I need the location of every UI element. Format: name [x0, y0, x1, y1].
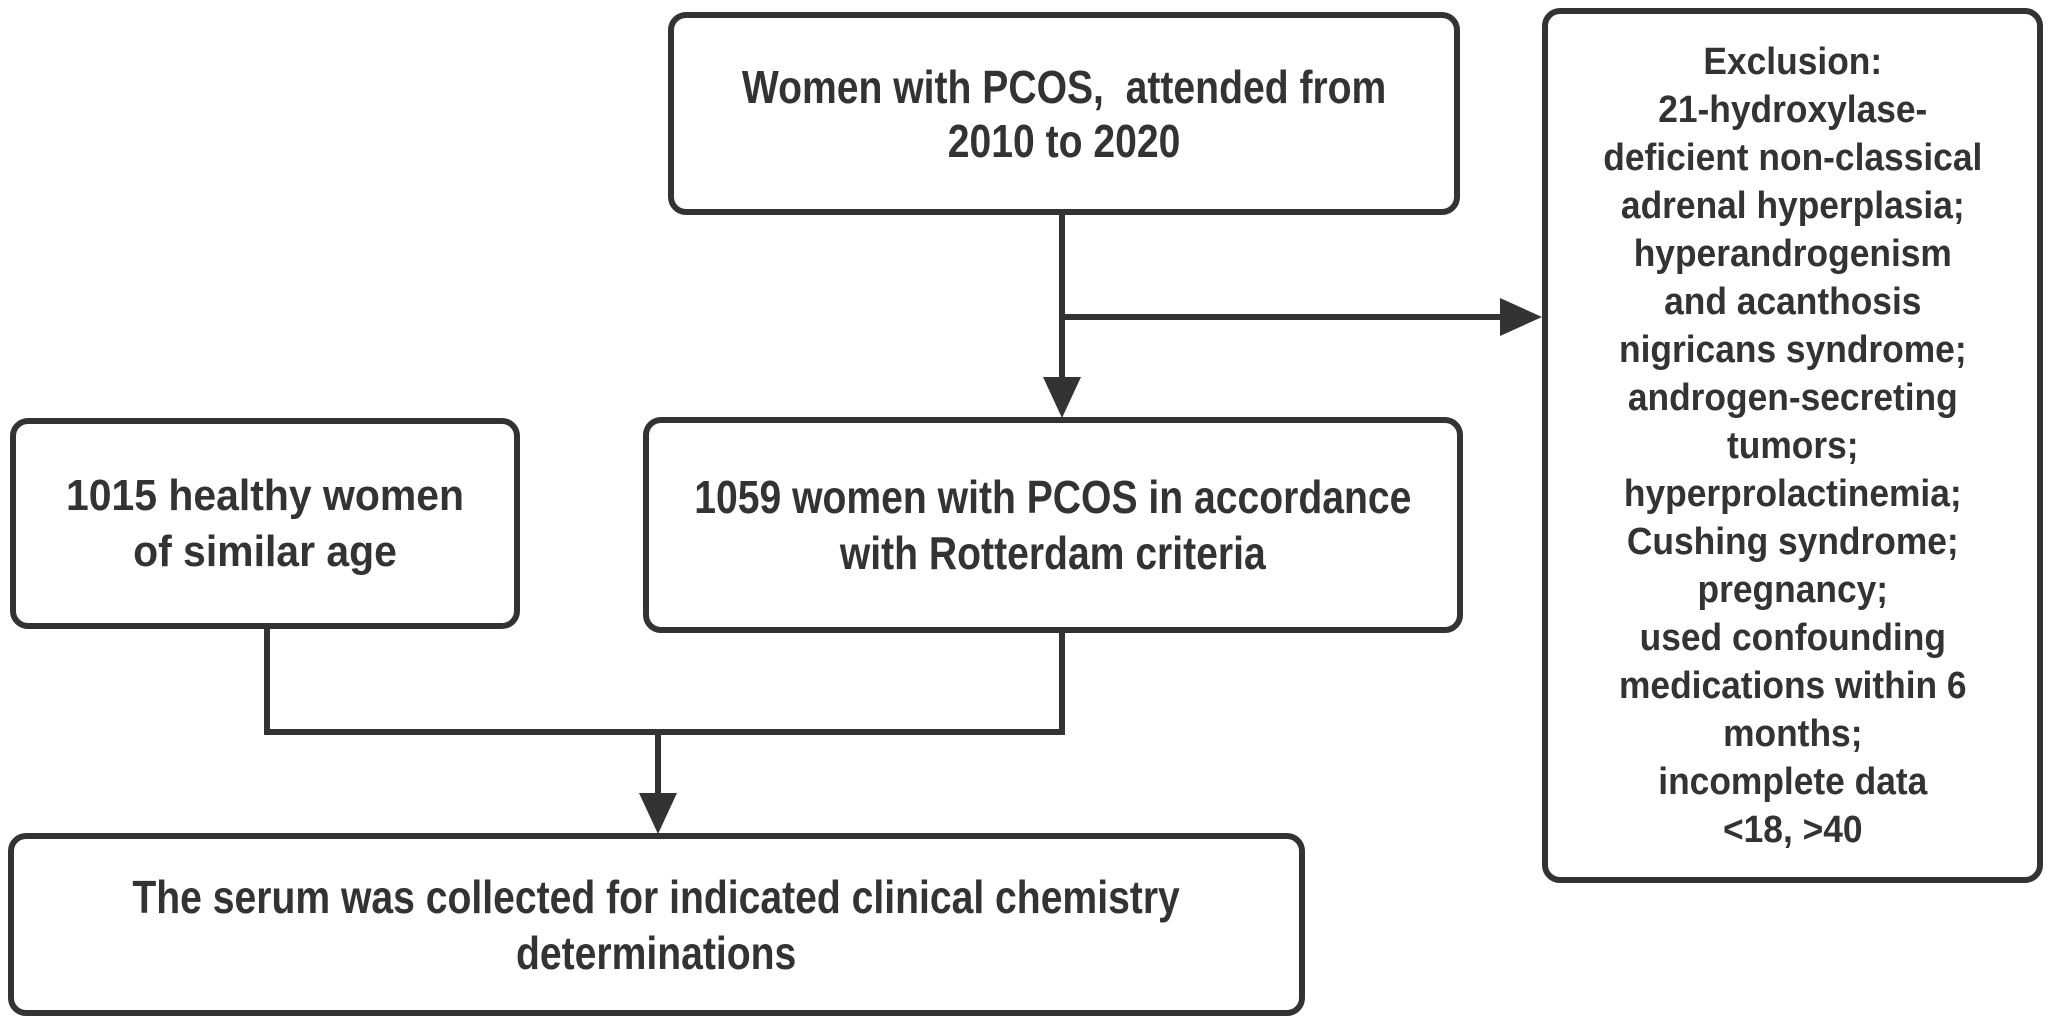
box-women-with-pcos-text: Women with PCOS, attended from 2010 to 2…	[741, 60, 1387, 167]
connector-merge-bracket	[264, 626, 1065, 735]
box-serum-collection: The serum was collected for indicated cl…	[8, 833, 1305, 1016]
box-serum-collection-text: The serum was collected for indicated cl…	[132, 870, 1181, 979]
arrowhead-right-icon	[1500, 298, 1542, 336]
box-pcos-rotterdam-text: 1059 women with PCOS in accordance with …	[694, 471, 1412, 579]
box-healthy-women-text: 1015 healthy women of similar age	[65, 470, 464, 576]
box-healthy-women: 1015 healthy women of similar age	[10, 418, 520, 629]
box-exclusion-criteria-text: Exclusion: 21-hydroxylase- deficient non…	[1602, 40, 1983, 851]
arrowhead-down-icon	[1043, 377, 1081, 418]
arrowhead-down-icon	[639, 793, 677, 834]
box-women-with-pcos: Women with PCOS, attended from 2010 to 2…	[668, 12, 1460, 215]
box-exclusion-criteria: Exclusion: 21-hydroxylase- deficient non…	[1542, 8, 2043, 883]
box-pcos-rotterdam: 1059 women with PCOS in accordance with …	[643, 417, 1463, 633]
